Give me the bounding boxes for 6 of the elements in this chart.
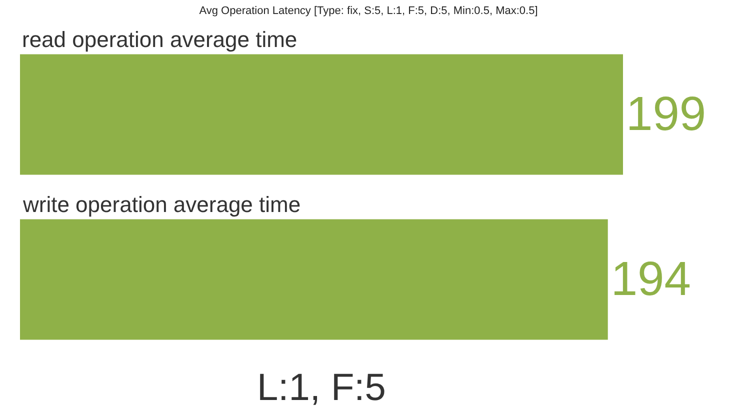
data-label: 199 [626,88,706,142]
text: L:1, F:5 [257,367,386,406]
y-tick-label: write operation average time [22,192,301,217]
chart-title: Avg Operation Latency [Type: fix, S:5, L:1, F:5, D:5, Min:0.5, Max:0.5] [199,4,538,17]
y-tick-label: read operation average time [22,27,298,52]
data-label: 194 [610,253,691,306]
